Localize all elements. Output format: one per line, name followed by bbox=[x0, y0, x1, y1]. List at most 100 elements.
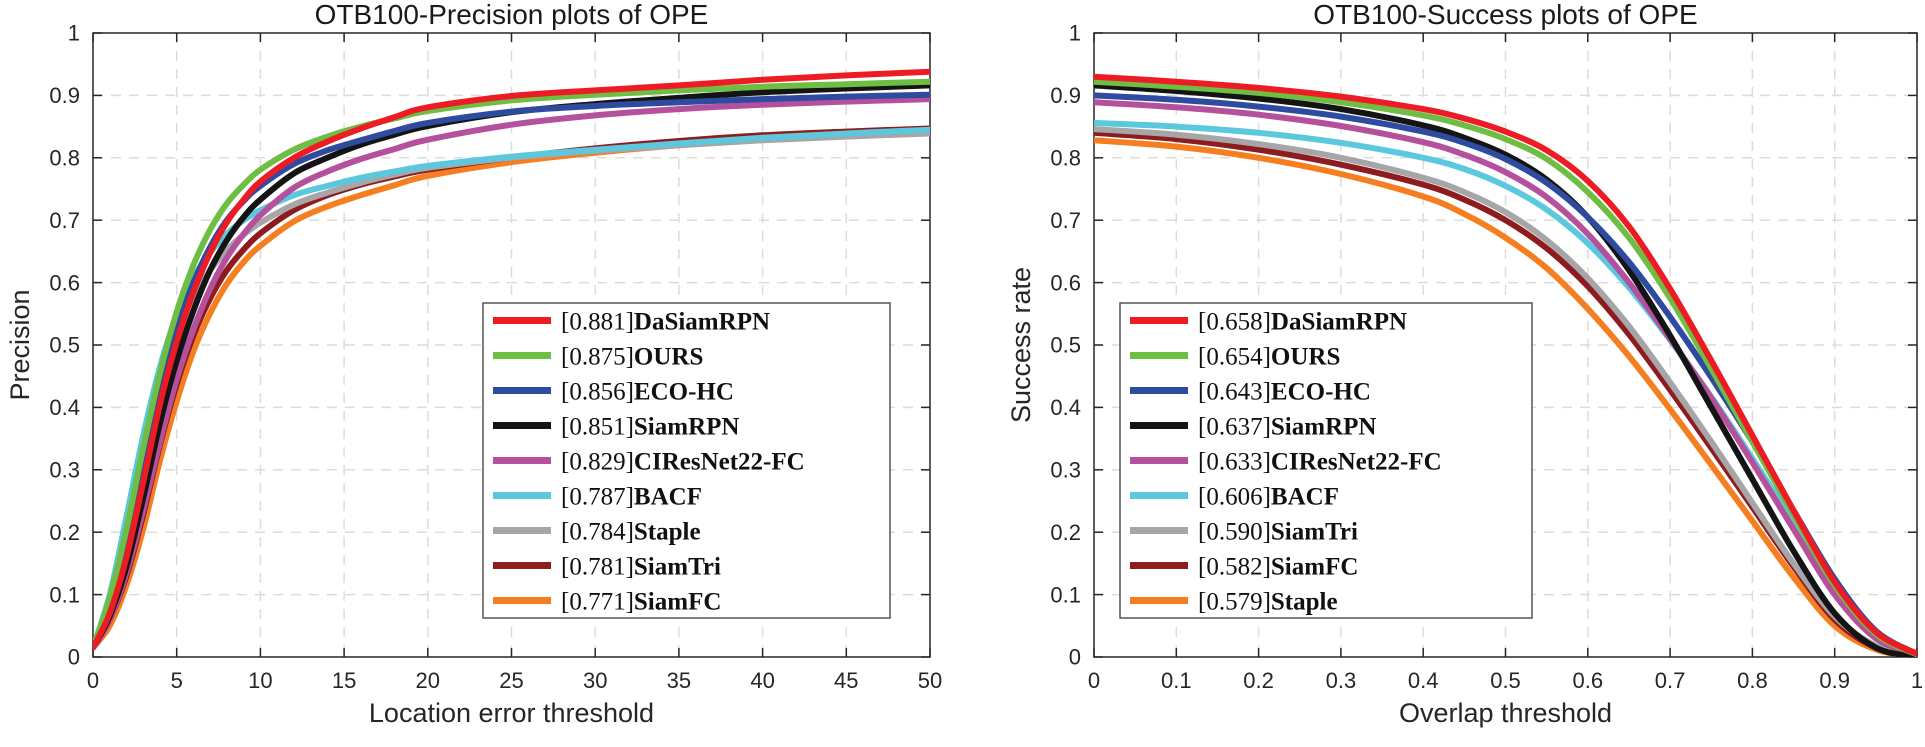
x-tick-label: 0.5 bbox=[1490, 668, 1521, 693]
legend-entry-eco-hc: [0.856]ECO-HC bbox=[493, 378, 734, 405]
series-line-ciresnet22-fc bbox=[1094, 99, 1917, 657]
legend-tracker-name: SiamFC bbox=[1271, 553, 1359, 580]
legend-tracker-name: SiamRPN bbox=[1271, 413, 1377, 440]
legend-entry-bacf: [0.787]BACF bbox=[493, 483, 702, 510]
legend-score: [0.633] bbox=[1198, 448, 1271, 475]
x-tick-label: 0 bbox=[87, 668, 99, 693]
x-tick-label: 0.9 bbox=[1819, 668, 1850, 693]
legend-tracker-name: DaSiamRPN bbox=[634, 308, 770, 335]
legend-score: [0.856] bbox=[561, 378, 634, 405]
legend: [0.658]DaSiamRPN [0.654]OURS [0.643]ECO-HC… bbox=[1119, 302, 1533, 619]
legend-box bbox=[1119, 302, 1533, 619]
legend-score: [0.875] bbox=[561, 343, 634, 370]
legend-entry-siamfc: [0.771]SiamFC bbox=[493, 588, 721, 615]
y-tick-label: 0.5 bbox=[1050, 333, 1081, 358]
y-tick-label: 1 bbox=[68, 21, 80, 46]
legend-tracker-name: Staple bbox=[1271, 588, 1338, 615]
x-tick-label: 0.2 bbox=[1243, 668, 1274, 693]
legend-entry-ours: [0.875]OURS bbox=[493, 343, 703, 370]
series-line-ciresnet22-fc bbox=[93, 96, 930, 651]
x-tick-label: 1 bbox=[1911, 668, 1923, 693]
legend-entry-siamrpn: [0.851]SiamRPN bbox=[493, 413, 739, 440]
legend-tracker-name: SiamRPN bbox=[634, 413, 740, 440]
legend-entry-siamfc: [0.582]SiamFC bbox=[1130, 553, 1358, 580]
y-tick-label: 0.2 bbox=[49, 520, 80, 545]
legend-score: [0.606] bbox=[1198, 483, 1271, 510]
x-tick-label: 0.4 bbox=[1408, 668, 1439, 693]
legend-label: [0.606]BACF bbox=[1198, 483, 1339, 510]
x-tick-label: 0.6 bbox=[1573, 668, 1604, 693]
legend-score: [0.781] bbox=[561, 553, 634, 580]
y-tick-label: 0.1 bbox=[49, 582, 80, 607]
legend-label: [0.579]Staple bbox=[1198, 588, 1338, 615]
legend-tracker-name: CIResNet22-FC bbox=[1271, 448, 1442, 475]
x-axis-label: Location error threshold bbox=[369, 698, 654, 728]
legend-label: [0.643]ECO-HC bbox=[1198, 378, 1371, 405]
legend-label: [0.856]ECO-HC bbox=[561, 378, 734, 405]
legend-tracker-name: DaSiamRPN bbox=[1271, 308, 1407, 335]
legend-entry-dasiamrpn: [0.881]DaSiamRPN bbox=[493, 308, 770, 335]
success-plot: 0 0.1 0.2 0.3 0.4 0.5 0.6 0.7 0.8 0.9 1 0 0.1 0.2 0.3 0… bbox=[1006, 0, 1923, 728]
y-tick-label: 0.9 bbox=[49, 83, 80, 108]
y-tick-label: 1 bbox=[1069, 21, 1081, 46]
series-line-siamtri bbox=[1094, 126, 1917, 657]
y-tick-label: 0.8 bbox=[1050, 146, 1081, 171]
legend-entry-staple: [0.784]Staple bbox=[493, 518, 701, 545]
legend-entry-ours: [0.654]OURS bbox=[1130, 343, 1340, 370]
x-tick-label: 0.3 bbox=[1326, 668, 1357, 693]
legend-entry-staple: [0.579]Staple bbox=[1130, 588, 1338, 615]
x-tick-label: 15 bbox=[332, 668, 356, 693]
legend-entry-siamtri: [0.590]SiamTri bbox=[1130, 518, 1358, 545]
series-line-ours bbox=[93, 78, 930, 651]
y-tick-label: 0.6 bbox=[1050, 270, 1081, 295]
legend-label: [0.875]OURS bbox=[561, 343, 703, 370]
y-tick-label: 0.7 bbox=[1050, 208, 1081, 233]
x-tick-label: 10 bbox=[248, 668, 272, 693]
legend-tracker-name: SiamFC bbox=[634, 588, 722, 615]
series-line-bacf bbox=[1094, 119, 1917, 657]
legend-label: [0.787]BACF bbox=[561, 483, 702, 510]
legend-score: [0.658] bbox=[1198, 308, 1271, 335]
y-tick-label: 0.3 bbox=[49, 458, 80, 483]
y-tick-label: 0.4 bbox=[1050, 395, 1081, 420]
legend-entry-bacf: [0.606]BACF bbox=[1130, 483, 1339, 510]
legend-score: [0.590] bbox=[1198, 518, 1271, 545]
x-tick-label: 25 bbox=[499, 668, 523, 693]
y-tick-label: 0.7 bbox=[49, 208, 80, 233]
y-tick-label: 0 bbox=[1069, 645, 1081, 670]
y-tick-label: 0.2 bbox=[1050, 520, 1081, 545]
legend: [0.881]DaSiamRPN [0.875]OURS [0.856]ECO-HC… bbox=[482, 302, 891, 619]
series-line-dasiamrpn bbox=[93, 68, 930, 651]
legend-tracker-name: SiamTri bbox=[634, 553, 721, 580]
legend-entry-dasiamrpn: [0.658]DaSiamRPN bbox=[1130, 308, 1407, 335]
legend-label: [0.582]SiamFC bbox=[1198, 553, 1358, 580]
legend-label: [0.654]OURS bbox=[1198, 343, 1340, 370]
y-tick-label: 0.4 bbox=[49, 395, 80, 420]
x-tick-label: 5 bbox=[171, 668, 183, 693]
legend-label: [0.851]SiamRPN bbox=[561, 413, 739, 440]
precision-plot: 0 5 10 15 20 25 30 35 40 45 50 0 0.1 0.2 0.3 0.4 0.5 0.6 0… bbox=[5, 0, 942, 728]
x-tick-label: 50 bbox=[918, 668, 942, 693]
legend-entry-siamtri: [0.781]SiamTri bbox=[493, 553, 721, 580]
legend-tracker-name: ECO-HC bbox=[634, 378, 734, 405]
x-tick-label: 0.1 bbox=[1161, 668, 1192, 693]
legend-entry-siamrpn: [0.637]SiamRPN bbox=[1130, 413, 1376, 440]
legend-score: [0.881] bbox=[561, 308, 634, 335]
x-axis-label: Overlap threshold bbox=[1399, 698, 1612, 728]
x-tick-label: 45 bbox=[834, 668, 858, 693]
y-tick-label: 0.1 bbox=[1050, 582, 1081, 607]
y-tick-label: 0.6 bbox=[49, 270, 80, 295]
series-line-siamrpn bbox=[93, 82, 930, 651]
legend-label: [0.771]SiamFC bbox=[561, 588, 721, 615]
legend-score: [0.654] bbox=[1198, 343, 1271, 370]
legend-label: [0.637]SiamRPN bbox=[1198, 413, 1376, 440]
legend-score: [0.829] bbox=[561, 448, 634, 475]
legend-score: [0.851] bbox=[561, 413, 634, 440]
legend-tracker-name: ECO-HC bbox=[1271, 378, 1371, 405]
y-tick-label: 0.3 bbox=[1050, 458, 1081, 483]
legend-tracker-name: BACF bbox=[634, 483, 702, 510]
legend-label: [0.881]DaSiamRPN bbox=[561, 308, 770, 335]
y-tick-label: 0.9 bbox=[1050, 83, 1081, 108]
